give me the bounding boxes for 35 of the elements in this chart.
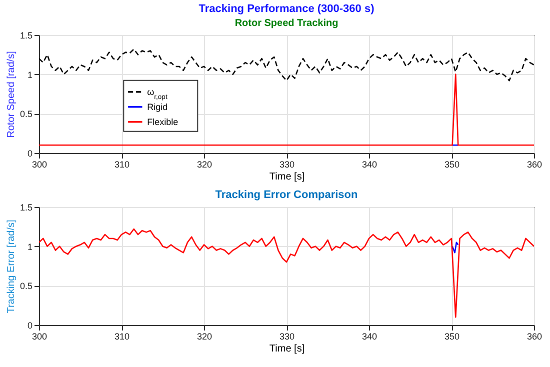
legend-label: Rigid bbox=[147, 102, 168, 112]
chart-title: Tracking Error Comparison bbox=[215, 189, 358, 201]
x-tick-label: 310 bbox=[114, 160, 130, 170]
x-tick-label: 320 bbox=[196, 160, 212, 170]
x-tick-label: 350 bbox=[444, 160, 460, 170]
chart-title: Tracking Performance (300-360 s) bbox=[198, 3, 375, 15]
x-tick-label: 360 bbox=[526, 160, 542, 170]
y-tick-label: 1 bbox=[27, 242, 32, 252]
line-series bbox=[39, 228, 534, 318]
y-tick-label: 0 bbox=[27, 320, 32, 330]
y-tick-label: 1.5 bbox=[20, 30, 32, 40]
x-tick-label: 330 bbox=[279, 332, 295, 342]
x-tick-label: 350 bbox=[444, 332, 460, 342]
chart-subtitle: Rotor Speed Tracking bbox=[234, 18, 338, 29]
x-axis-title: Time [s] bbox=[269, 344, 305, 354]
y-tick-label: 0 bbox=[27, 148, 32, 158]
y-axis-title: Rotor Speed [rad/s] bbox=[6, 50, 17, 138]
y-tick-label: 1 bbox=[27, 70, 32, 80]
x-tick-label: 340 bbox=[362, 160, 378, 170]
y-tick-label: 0.5 bbox=[20, 109, 32, 120]
legend-label: Flexible bbox=[147, 116, 178, 127]
y-axis-title: Tracking Error [rad/s] bbox=[6, 220, 17, 314]
x-tick-label: 300 bbox=[32, 160, 48, 170]
legend-label: ω$_{r,opt}$ bbox=[147, 86, 168, 100]
x-axis-title: Time [s] bbox=[269, 172, 305, 182]
line-series bbox=[452, 242, 459, 254]
x-tick-label: 360 bbox=[526, 332, 542, 342]
x-tick-label: 330 bbox=[279, 160, 295, 170]
x-tick-label: 340 bbox=[362, 332, 378, 342]
x-tick-label: 300 bbox=[32, 332, 48, 342]
line-series bbox=[39, 48, 534, 82]
x-tick-label: 310 bbox=[114, 332, 130, 342]
y-tick-label: 0.5 bbox=[20, 281, 32, 292]
x-tick-label: 320 bbox=[196, 332, 212, 342]
y-tick-label: 1.5 bbox=[20, 202, 32, 212]
